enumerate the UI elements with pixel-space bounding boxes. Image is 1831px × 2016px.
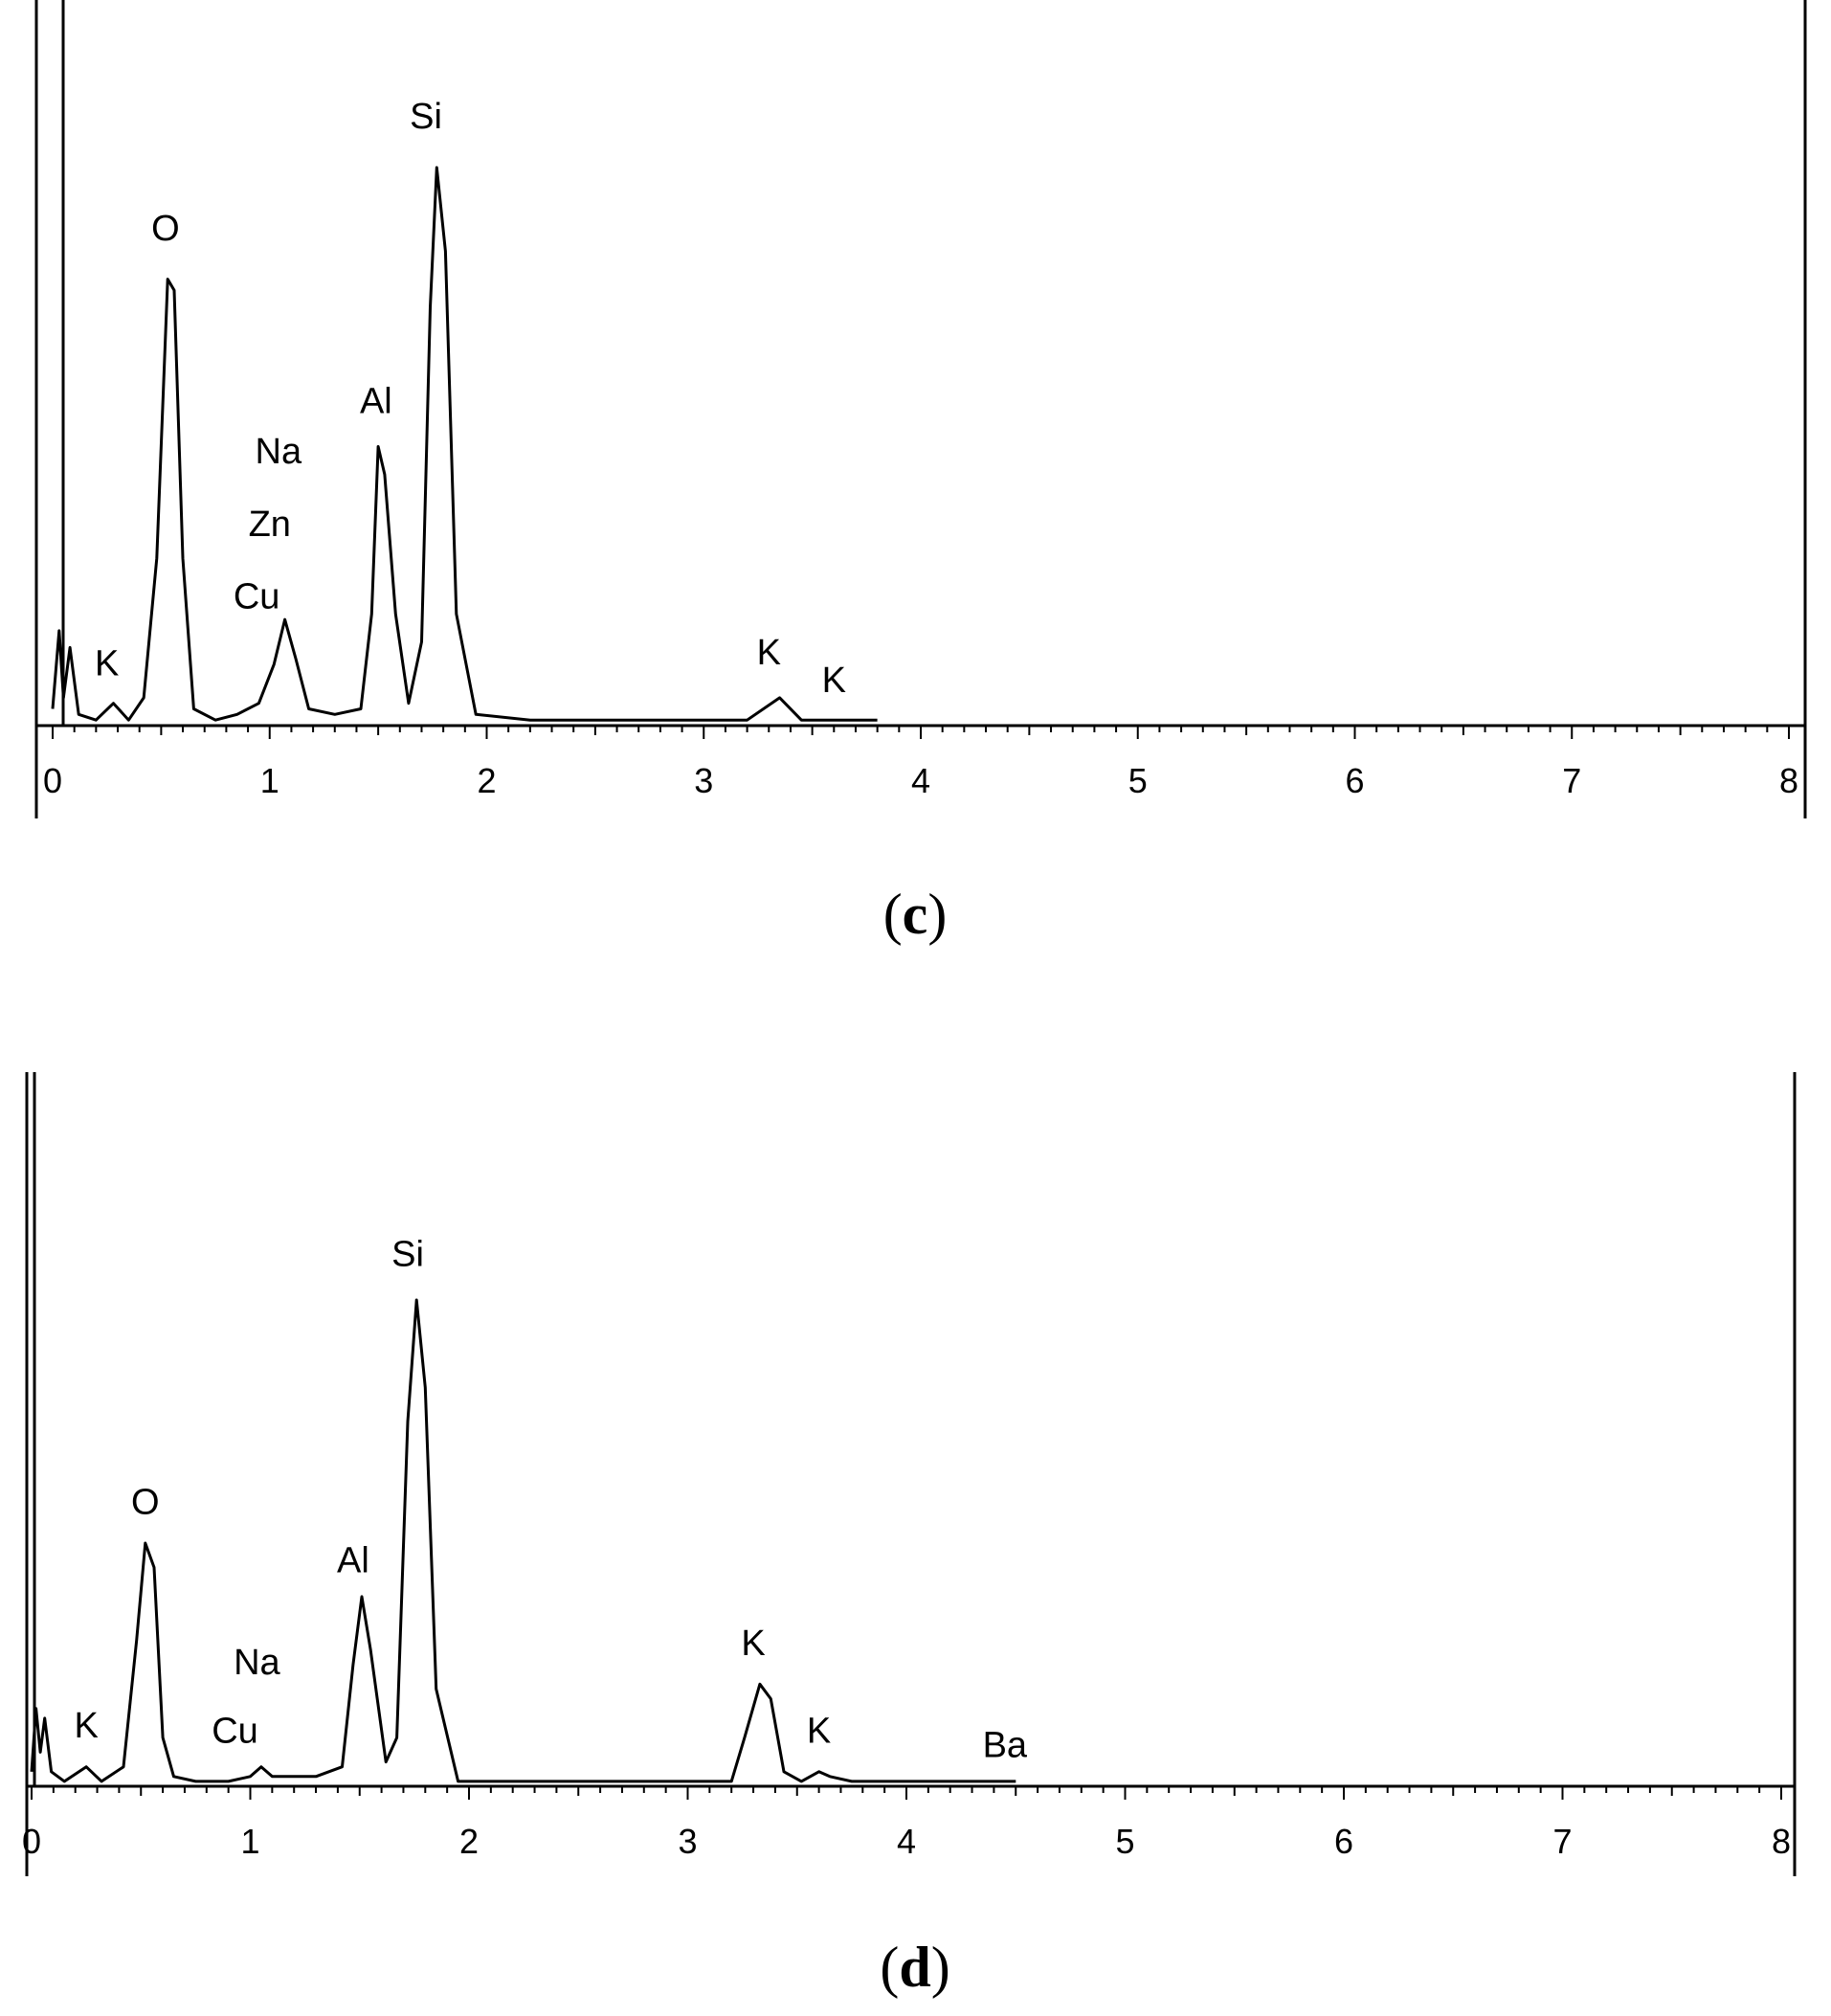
peak-label: K xyxy=(822,661,846,701)
x-tick-label: 8 xyxy=(1772,1822,1791,1861)
peak-label: Al xyxy=(360,382,392,422)
x-tick-label: 7 xyxy=(1552,1822,1572,1861)
peak-label: Cu xyxy=(234,577,280,617)
peak-label: K xyxy=(95,644,119,684)
x-tick-label: 2 xyxy=(477,761,496,800)
x-tick-label: 3 xyxy=(678,1822,697,1861)
peak-label: K xyxy=(74,1706,98,1746)
spectrum-panel-d: 0 1 2 3 4 5 6 7 8 Si O Al Na Cu K K K Ba (d) xyxy=(22,1072,1797,1999)
x-tick-label: 6 xyxy=(1345,761,1364,800)
peak-label: Cu xyxy=(212,1711,258,1751)
peak-label: O xyxy=(151,209,180,249)
x-tick-label: 5 xyxy=(1115,1822,1134,1861)
peak-label: Ba xyxy=(983,1726,1028,1766)
peak-label: Si xyxy=(410,97,442,137)
x-tick-label: 5 xyxy=(1128,761,1148,800)
x-tick-label: 3 xyxy=(694,761,713,800)
peak-label: Na xyxy=(234,1643,280,1683)
peak-label: K xyxy=(741,1624,765,1664)
peak-label: Na xyxy=(256,432,302,472)
x-tick-label: 0 xyxy=(22,1822,41,1861)
x-tick-label: 2 xyxy=(459,1822,479,1861)
x-tick-label: 6 xyxy=(1334,1822,1353,1861)
x-tick-label: 1 xyxy=(240,1822,259,1861)
x-tick-label: 4 xyxy=(897,1822,916,1861)
x-tick-label: 1 xyxy=(260,761,279,800)
x-tick-label: 7 xyxy=(1562,761,1581,800)
spectrum-panel-c: 0 1 2 3 4 5 6 7 8 Si O Al Na Zn Cu K K K (c) xyxy=(34,0,1807,946)
x-tick-label: 0 xyxy=(43,761,62,800)
panel-caption: (d) xyxy=(880,1936,949,1999)
x-tick-label: 8 xyxy=(1779,761,1798,800)
spectrum-series-line xyxy=(30,1298,1016,1783)
panel-caption: (c) xyxy=(883,883,948,946)
peak-label: Zn xyxy=(249,504,291,545)
spectrum-series-line xyxy=(51,166,878,722)
peak-label: Si xyxy=(391,1234,424,1274)
peak-label: O xyxy=(131,1483,160,1523)
x-tick-label: 4 xyxy=(911,761,930,800)
peak-label: K xyxy=(757,633,781,673)
peak-label: K xyxy=(807,1711,831,1751)
peak-label: Al xyxy=(337,1540,369,1580)
